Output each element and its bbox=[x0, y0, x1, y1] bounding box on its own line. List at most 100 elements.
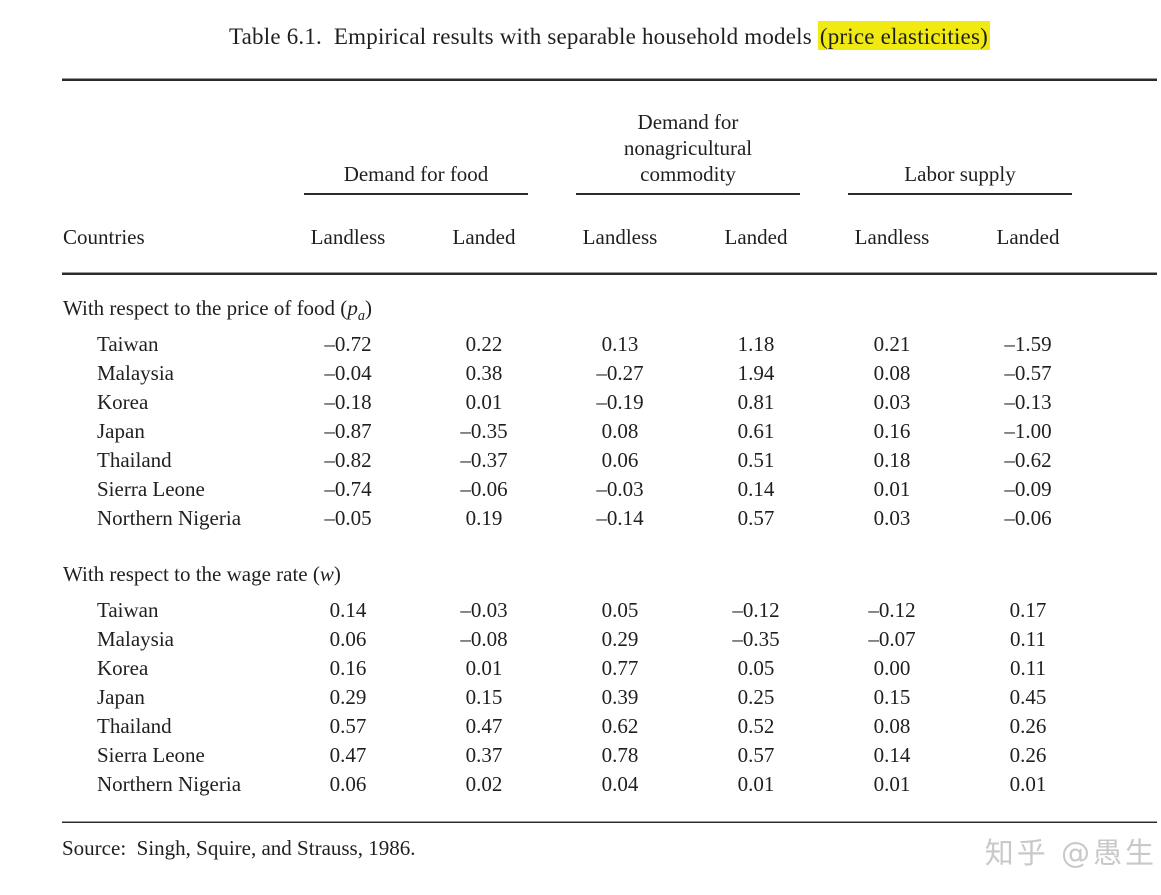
table-row: Northern Nigeria –0.05 0.19 –0.14 0.57 0… bbox=[62, 504, 1096, 533]
value-cell: 0.29 bbox=[329, 685, 367, 710]
value-cell: 0.08 bbox=[873, 361, 911, 386]
page-title: Table 6.1. Empirical results with separa… bbox=[62, 21, 1157, 50]
source-note: Source: Singh, Squire, and Strauss, 1986… bbox=[62, 836, 416, 861]
value-cell: 0.11 bbox=[1010, 656, 1047, 681]
value-cell: 0.17 bbox=[1009, 598, 1047, 623]
column-header-row: Countries Landless Landed Landless Lande… bbox=[62, 195, 1096, 256]
value-cell: 0.11 bbox=[1010, 627, 1047, 652]
country-cell: Korea bbox=[97, 390, 149, 415]
value-cell: 0.01 bbox=[465, 656, 503, 681]
value-cell: 0.06 bbox=[329, 627, 367, 652]
value-cell: –0.06 bbox=[460, 477, 508, 502]
group-header-nonagricultural-commodity: Demand for nonagricultural commodity bbox=[552, 91, 824, 195]
group-header-label: Demand for food bbox=[343, 162, 489, 186]
value-cell: –0.06 bbox=[1004, 506, 1052, 531]
value-cell: –0.03 bbox=[460, 598, 508, 623]
value-cell: 0.08 bbox=[873, 714, 911, 739]
value-cell: 0.05 bbox=[601, 598, 639, 623]
table-body: With respect to the price of food (pa) T… bbox=[62, 295, 1096, 799]
footer: Source: Singh, Squire, and Strauss, 1986… bbox=[62, 836, 1157, 870]
country-cell: Malaysia bbox=[97, 361, 174, 386]
value-cell: 0.03 bbox=[873, 390, 911, 415]
value-cell: –0.35 bbox=[460, 419, 508, 444]
value-cell: 0.16 bbox=[329, 656, 367, 681]
table-row: Taiwan 0.14 –0.03 0.05 –0.12 –0.12 0.17 bbox=[62, 596, 1096, 625]
top-rule bbox=[62, 78, 1157, 81]
section-heading-text: With respect to the price of food (pa) bbox=[63, 296, 372, 325]
table-row: Korea –0.18 0.01 –0.19 0.81 0.03 –0.13 bbox=[62, 388, 1096, 417]
value-cell: –0.57 bbox=[1004, 361, 1052, 386]
column-header-landless: Landless bbox=[310, 225, 386, 249]
value-cell: 0.01 bbox=[1009, 772, 1047, 797]
group-header-empty-cell bbox=[62, 91, 280, 195]
value-cell: 0.14 bbox=[737, 477, 775, 502]
value-cell: 0.02 bbox=[465, 772, 503, 797]
table-row: Japan –0.87 –0.35 0.08 0.61 0.16 –1.00 bbox=[62, 417, 1096, 446]
value-cell: –0.09 bbox=[1004, 477, 1052, 502]
column-header-landless: Landless bbox=[854, 225, 930, 249]
country-cell: Japan bbox=[97, 685, 145, 710]
value-cell: –0.14 bbox=[596, 506, 644, 531]
table-row: Thailand –0.82 –0.37 0.06 0.51 0.18 –0.6… bbox=[62, 446, 1096, 475]
value-cell: 0.57 bbox=[737, 743, 775, 768]
value-cell: 0.14 bbox=[329, 598, 367, 623]
country-cell: Northern Nigeria bbox=[97, 772, 242, 797]
value-cell: –0.87 bbox=[324, 419, 372, 444]
value-cell: –0.12 bbox=[868, 598, 916, 623]
table-row: Malaysia –0.04 0.38 –0.27 1.94 0.08 –0.5… bbox=[62, 359, 1096, 388]
value-cell: 0.01 bbox=[737, 772, 775, 797]
spanner-rule bbox=[304, 193, 528, 195]
value-cell: 0.57 bbox=[737, 506, 775, 531]
value-cell: 0.15 bbox=[465, 685, 503, 710]
country-cell: Taiwan bbox=[97, 332, 159, 357]
value-cell: 0.52 bbox=[737, 714, 775, 739]
value-cell: 1.18 bbox=[737, 332, 775, 357]
value-cell: 0.19 bbox=[465, 506, 503, 531]
group-header-labor-supply: Labor supply bbox=[824, 91, 1096, 195]
value-cell: 0.04 bbox=[601, 772, 639, 797]
column-header-landless: Landless bbox=[582, 225, 658, 249]
value-cell: –0.03 bbox=[596, 477, 644, 502]
country-cell: Sierra Leone bbox=[97, 743, 205, 768]
table-row: Malaysia 0.06 –0.08 0.29 –0.35 –0.07 0.1… bbox=[62, 625, 1096, 654]
value-cell: 0.22 bbox=[465, 332, 503, 357]
value-cell: –0.74 bbox=[324, 477, 372, 502]
value-cell: –0.72 bbox=[324, 332, 372, 357]
value-cell: 0.37 bbox=[465, 743, 503, 768]
value-cell: 0.77 bbox=[601, 656, 639, 681]
table-row: Sierra Leone –0.74 –0.06 –0.03 0.14 0.01… bbox=[62, 475, 1096, 504]
country-cell: Thailand bbox=[97, 448, 172, 473]
value-cell: 0.81 bbox=[737, 390, 775, 415]
value-cell: –0.07 bbox=[868, 627, 916, 652]
section-heading-text: With respect to the wage rate (w) bbox=[63, 562, 341, 587]
value-cell: 0.08 bbox=[601, 419, 639, 444]
country-cell: Sierra Leone bbox=[97, 477, 205, 502]
group-header-row: Demand for food Demand for nonagricultur… bbox=[62, 91, 1096, 195]
value-cell: –0.05 bbox=[324, 506, 372, 531]
value-cell: 0.13 bbox=[601, 332, 639, 357]
value-cell: 0.15 bbox=[873, 685, 911, 710]
value-cell: 0.45 bbox=[1009, 685, 1047, 710]
value-cell: –0.19 bbox=[596, 390, 644, 415]
value-cell: –0.13 bbox=[1004, 390, 1052, 415]
value-cell: –0.12 bbox=[732, 598, 780, 623]
value-cell: 0.06 bbox=[329, 772, 367, 797]
value-cell: –0.27 bbox=[596, 361, 644, 386]
country-cell: Korea bbox=[97, 656, 149, 681]
group-header-label-line2: nonagricultural bbox=[623, 136, 753, 160]
value-cell: –0.04 bbox=[324, 361, 372, 386]
value-cell: 0.29 bbox=[601, 627, 639, 652]
value-cell: 0.26 bbox=[1009, 714, 1047, 739]
value-cell: 0.14 bbox=[873, 743, 911, 768]
value-cell: 0.78 bbox=[601, 743, 639, 768]
value-cell: 0.38 bbox=[465, 361, 503, 386]
value-cell: –0.08 bbox=[460, 627, 508, 652]
country-cell: Thailand bbox=[97, 714, 172, 739]
value-cell: 0.01 bbox=[873, 772, 911, 797]
value-cell: 0.21 bbox=[873, 332, 911, 357]
country-cell: Northern Nigeria bbox=[97, 506, 242, 531]
table-row: Thailand 0.57 0.47 0.62 0.52 0.08 0.26 bbox=[62, 712, 1096, 741]
countries-column-header: Countries bbox=[63, 225, 145, 249]
value-cell: 0.18 bbox=[873, 448, 911, 473]
